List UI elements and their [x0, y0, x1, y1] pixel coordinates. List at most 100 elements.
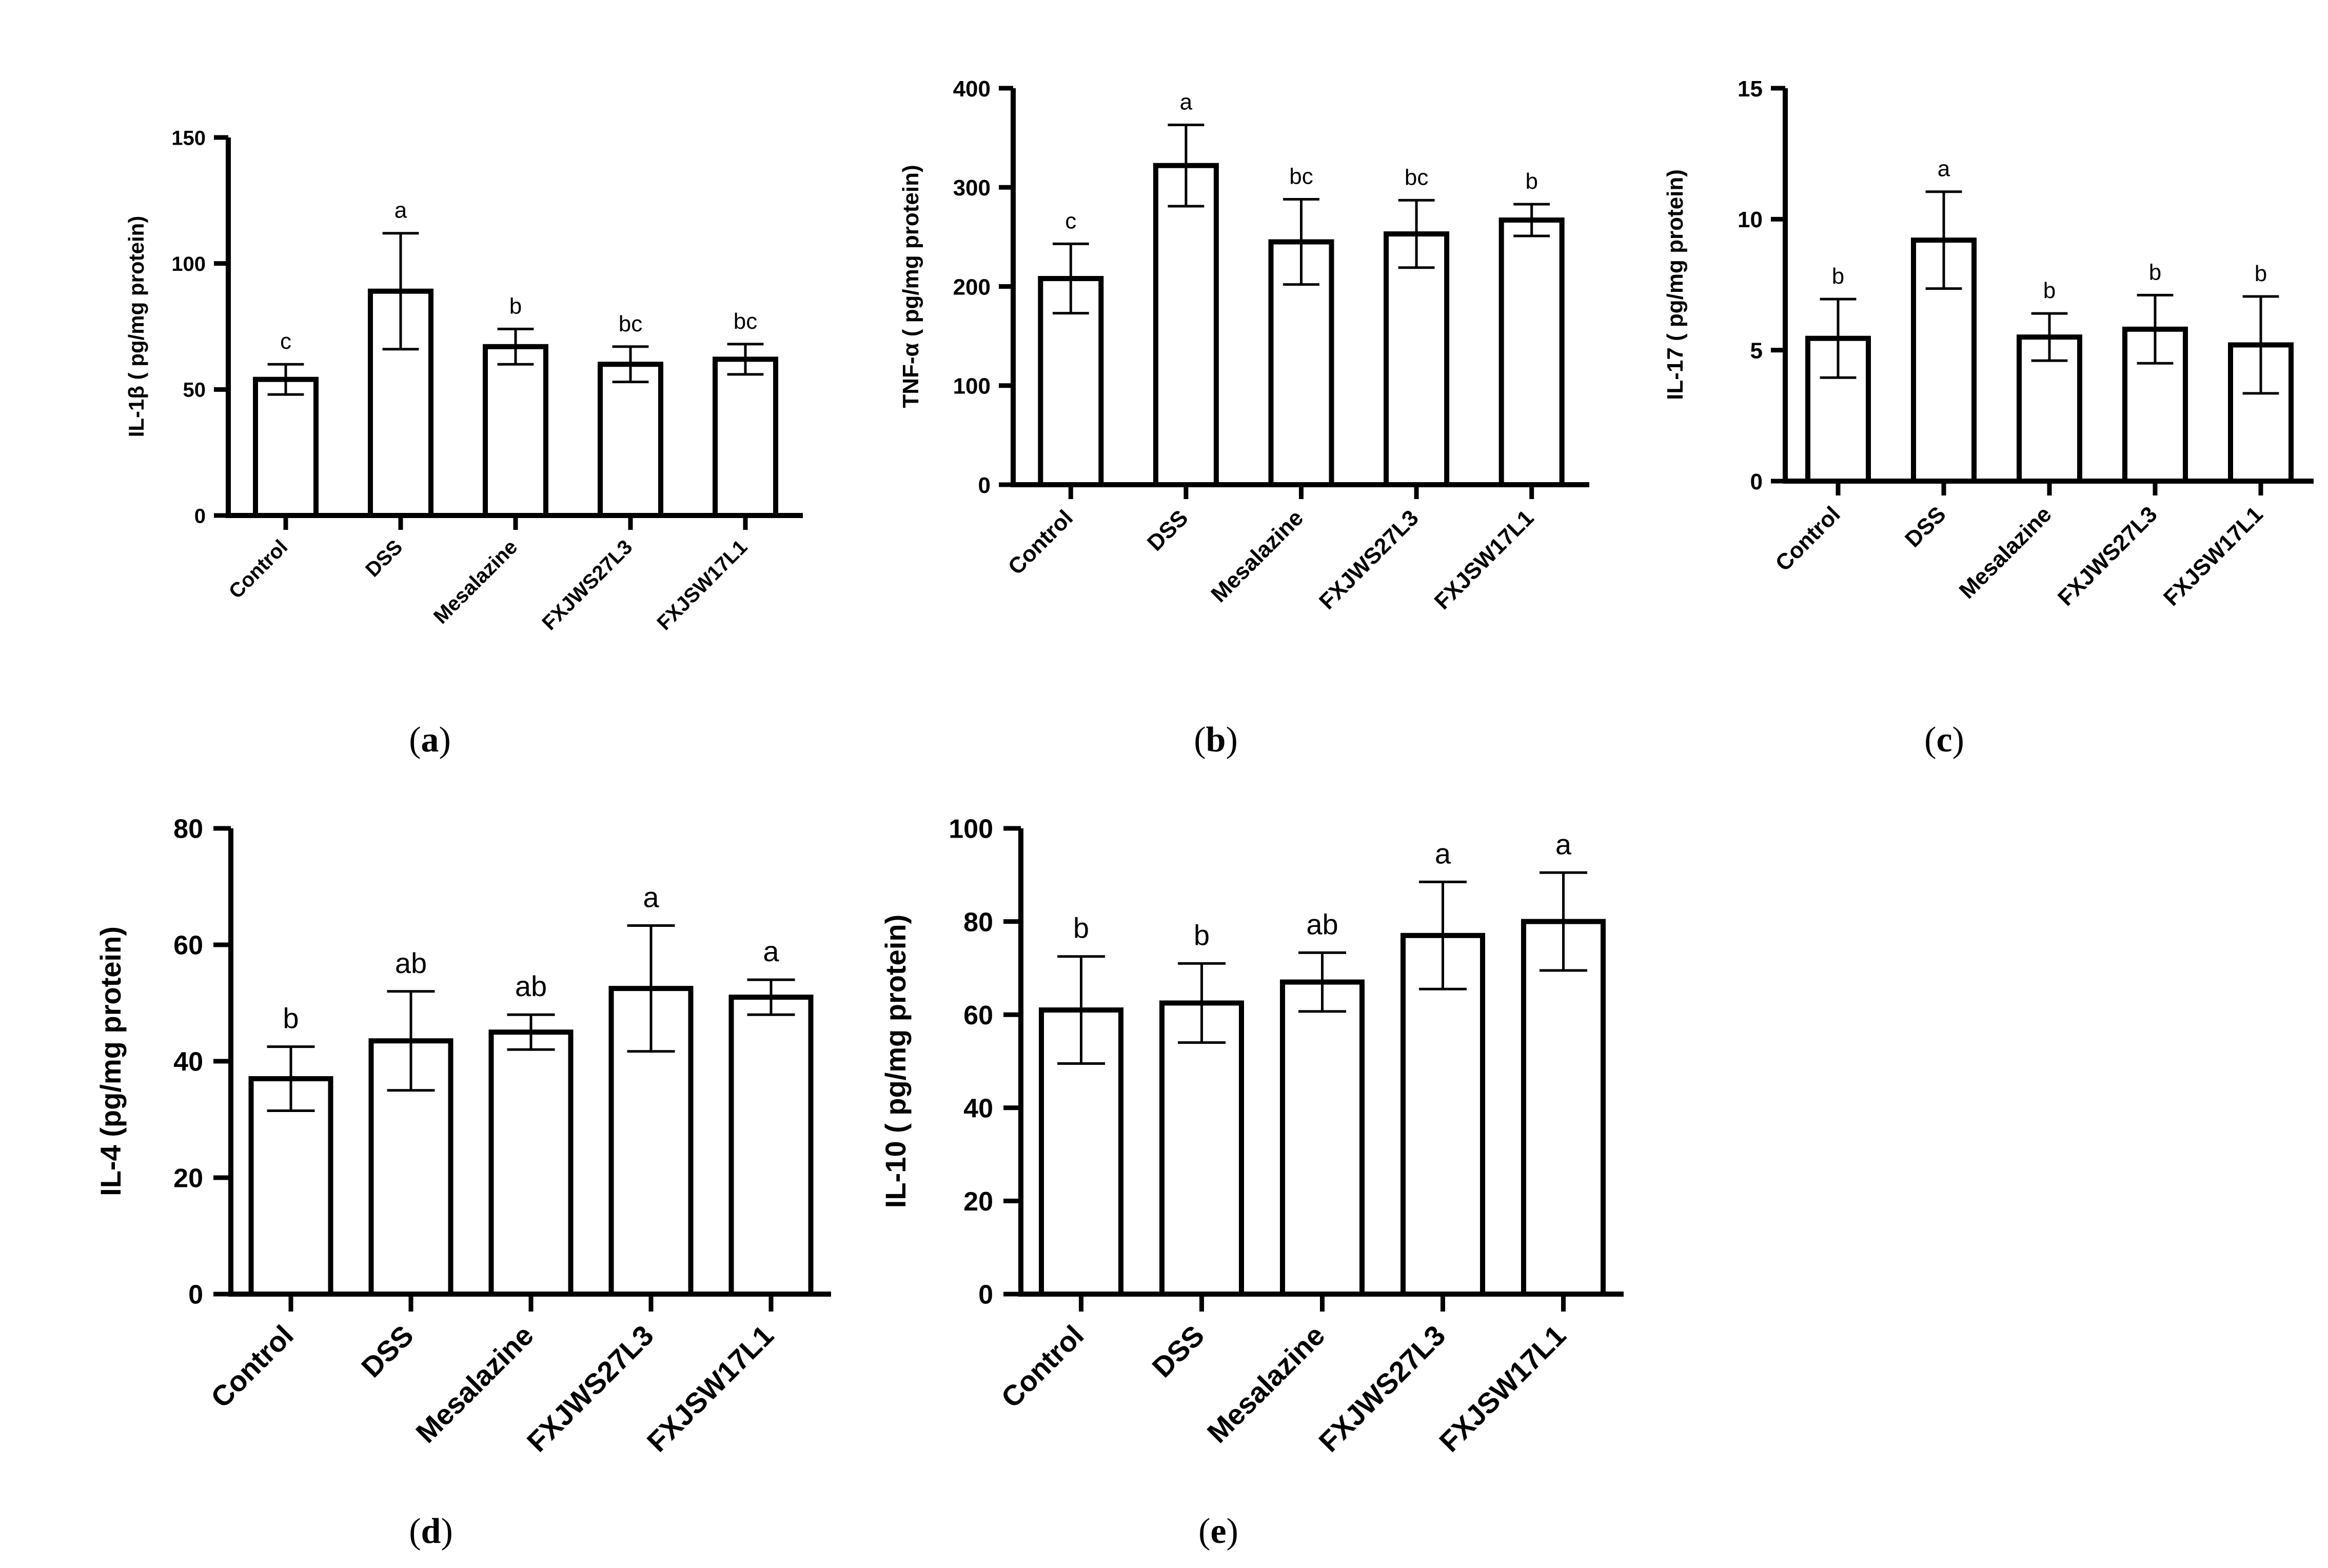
significance-letter: a	[643, 881, 659, 914]
y-tick-label: 100	[949, 815, 993, 844]
y-tick-label: 60	[963, 1001, 993, 1030]
panel-label: (a)	[409, 720, 451, 760]
y-tick-label: 60	[173, 931, 203, 961]
y-axis-title: IL-10 ( pg/mg protein)	[879, 915, 912, 1208]
panel-letter: c	[1936, 720, 1952, 760]
significance-letter: b	[509, 293, 522, 319]
panel-letter: e	[1210, 1512, 1226, 1551]
bar-fxjsw17l1	[1521, 919, 1606, 1297]
panel-label: (e)	[1198, 1512, 1238, 1551]
significance-letter: b	[2149, 260, 2161, 285]
y-tick-label: 40	[963, 1094, 993, 1124]
category-label: Mesalazine	[409, 1319, 540, 1449]
y-tick-label: 150	[171, 127, 206, 149]
significance-letter: c	[280, 329, 291, 354]
y-tick-label: 10	[1738, 207, 1763, 232]
significance-letter: bc	[619, 311, 642, 336]
category-label: FXJWS27L3	[2053, 502, 2162, 611]
bar-fxjsw17l1	[713, 356, 778, 519]
y-tick-label: 300	[953, 175, 991, 201]
category-label: DSS	[1142, 505, 1193, 556]
significance-letter: b	[2043, 278, 2056, 303]
bar-control	[253, 376, 319, 518]
y-tick-label: 0	[978, 473, 991, 498]
category-label: Mesalazine	[1955, 502, 2057, 604]
bar-mesalazine	[488, 1029, 574, 1297]
significance-letter: c	[1065, 208, 1076, 233]
category-label: Control	[1770, 502, 1845, 576]
bar-fxjws27l3	[598, 362, 663, 518]
y-axis-title: IL-17 ( pg/mg protein)	[1663, 169, 1688, 400]
significance-letter: a	[394, 198, 407, 223]
y-tick-label: 100	[171, 253, 206, 275]
y-tick-label: 0	[188, 1280, 203, 1310]
category-label: FXJSW17L1	[653, 535, 752, 634]
y-tick-label: 0	[194, 505, 206, 527]
panel-letter: a	[421, 720, 439, 760]
significance-letter: bc	[734, 309, 757, 334]
y-tick-label: 80	[963, 907, 993, 937]
y-tick-label: 100	[953, 374, 991, 399]
significance-letter: a	[1938, 156, 1950, 182]
chart-panel-d: 0 20 40 60 80 IL-4 (pg/mg protein) b Control ab D…	[94, 815, 831, 1551]
y-axis-title: IL-1β ( pg/mg protein)	[124, 216, 148, 438]
y-tick-label: 0	[978, 1280, 993, 1310]
y-tick-label: 0	[1750, 469, 1763, 494]
bar-fxjsw17l1	[728, 995, 814, 1297]
significance-letter: b	[1832, 264, 1844, 289]
category-label: Control	[225, 535, 292, 603]
y-tick-label: 200	[953, 274, 991, 300]
y-tick-label: 400	[953, 76, 991, 102]
category-label: Mesalazine	[429, 535, 522, 628]
y-tick-label: 15	[1738, 76, 1763, 102]
panel-letter: b	[1206, 720, 1226, 760]
bar-fxjws27l3	[1384, 231, 1450, 487]
significance-letter: bc	[1289, 164, 1313, 189]
category-label: FXJWS27L3	[521, 1319, 660, 1458]
y-tick-label: 20	[963, 1187, 993, 1217]
category-label: DSS	[361, 535, 407, 581]
category-label: FXJSW17L1	[1430, 505, 1539, 614]
y-tick-label: 80	[173, 815, 203, 844]
category-label: Control	[1003, 505, 1078, 580]
chart-panel-a: 0 50 100 150 IL-1β ( pg/mg protein) c Control a…	[124, 127, 803, 760]
significance-letter: b	[2255, 261, 2267, 286]
significance-letter: a	[1435, 837, 1451, 869]
bar-control	[248, 1076, 333, 1297]
bar-dss	[1159, 1000, 1244, 1297]
category-label: Mesalazine	[1206, 505, 1308, 607]
category-label: FXJWS27L3	[1312, 1319, 1451, 1458]
category-label: FXJSW17L1	[2159, 502, 2268, 611]
significance-letter: a	[763, 935, 779, 967]
significance-letter: bc	[1405, 165, 1428, 190]
category-label: FXJWS27L3	[538, 535, 637, 634]
significance-letter: b	[1525, 169, 1537, 194]
panel-letter: d	[421, 1512, 441, 1551]
significance-letter: b	[1194, 919, 1210, 951]
y-tick-label: 50	[183, 379, 206, 402]
bar-dss	[1153, 163, 1219, 487]
significance-letter: b	[283, 1002, 299, 1035]
category-label: Mesalazine	[1201, 1319, 1331, 1449]
panel-label: (d)	[409, 1512, 453, 1551]
category-label: DSS	[1146, 1319, 1210, 1383]
chart-panel-e: 0 20 40 60 80 100 IL-10 ( pg/mg protein) b Contr…	[879, 815, 1624, 1551]
category-label: FXJWS27L3	[1314, 505, 1424, 614]
category-label: FXJSW17L1	[1433, 1319, 1572, 1458]
significance-letter: a	[1555, 828, 1572, 860]
chart-panel-c: 0 5 10 15 IL-17 ( pg/mg protein) b Control a DSS…	[1663, 76, 2314, 760]
category-label: Control	[995, 1319, 1090, 1414]
y-axis-title: IL-4 (pg/mg protein)	[94, 926, 127, 1196]
category-label: DSS	[355, 1319, 420, 1383]
y-axis-title: TNF-α ( pg/mg protein)	[898, 165, 923, 408]
y-tick-label: 20	[173, 1164, 203, 1194]
bar-fxjsw17l1	[1498, 217, 1565, 487]
chart-panel-b: 0 100 200 300 400 TNF-α ( pg/mg protein) c Cont…	[898, 76, 1589, 760]
significance-letter: b	[1073, 912, 1089, 944]
significance-letter: ab	[1306, 908, 1338, 940]
category-label: FXJSW17L1	[641, 1319, 780, 1458]
significance-letter: ab	[395, 947, 427, 979]
panel-label: (b)	[1194, 720, 1238, 760]
significance-letter: ab	[515, 970, 547, 1002]
